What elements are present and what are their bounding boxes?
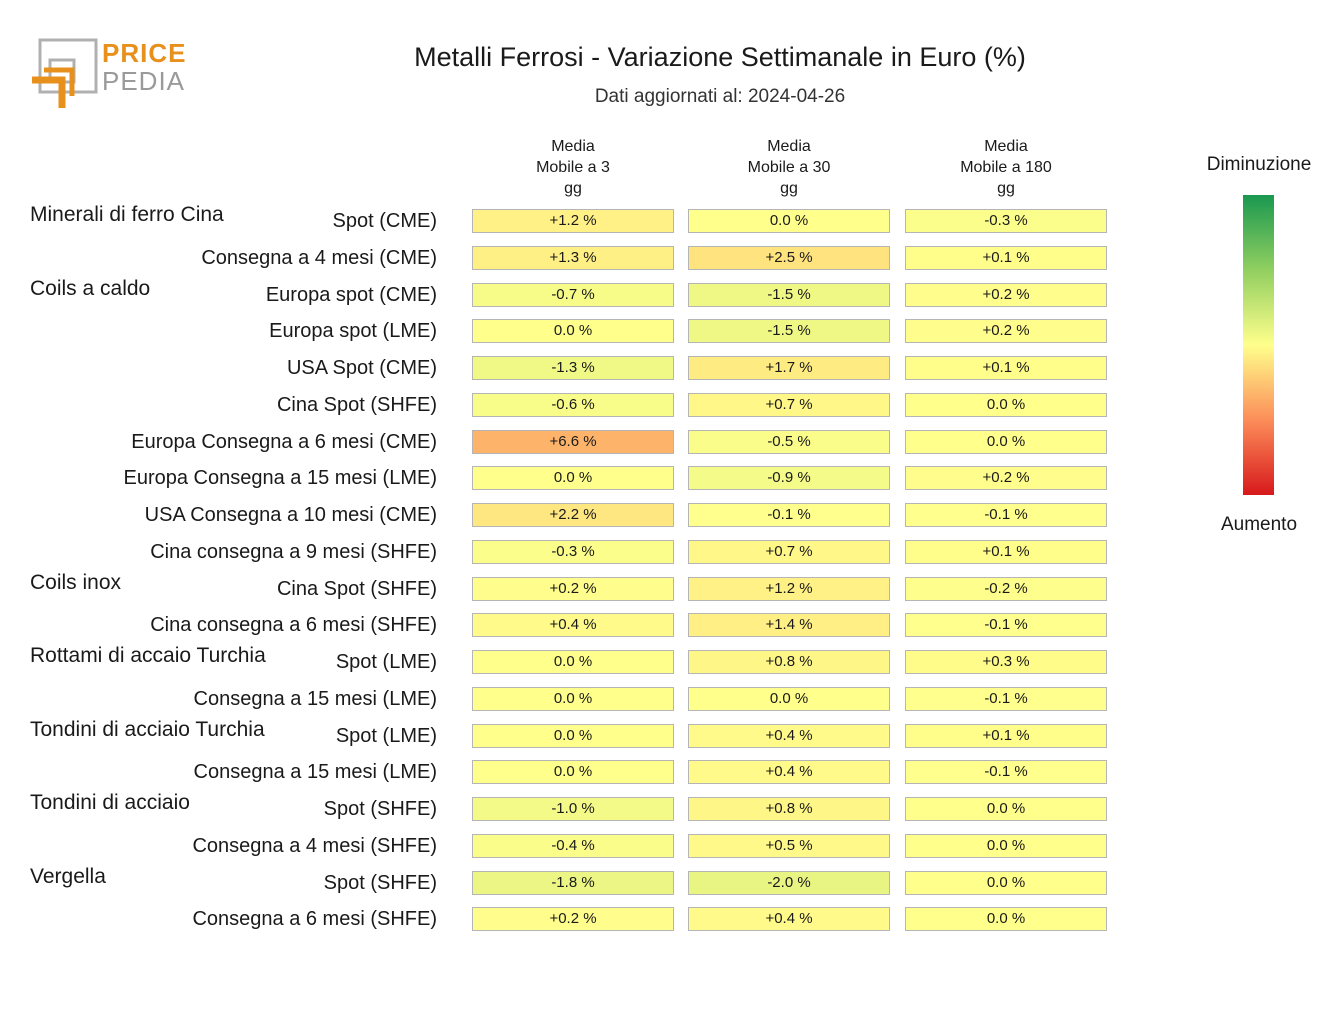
heatmap-cell: +1.2 % <box>472 209 674 233</box>
heatmap-cell: -0.4 % <box>472 833 674 858</box>
group-label: Tondini di acciaio <box>30 791 190 814</box>
heatmap-cell: -1.5 % <box>688 282 890 307</box>
heatmap-cell: +1.7 % <box>688 356 890 380</box>
heatmap-cell: +1.2 % <box>688 576 890 601</box>
heatmap-cell: +0.2 % <box>905 282 1107 307</box>
heatmap-cell: -1.3 % <box>472 356 674 380</box>
heatmap-cell: -0.1 % <box>688 503 890 527</box>
row-label: Consegna a 4 mesi (SHFE) <box>192 834 437 857</box>
heatmap-cell: +0.1 % <box>905 356 1107 380</box>
row-label: USA Consegna a 10 mesi (CME) <box>144 504 437 526</box>
row-label: Spot (LME) <box>335 651 437 673</box>
heatmap-cell: +6.6 % <box>472 429 674 454</box>
heatmap-cell: +0.4 % <box>688 760 890 785</box>
heatmap-cell: +0.2 % <box>905 466 1107 491</box>
heatmap-cell: -1.5 % <box>688 319 890 344</box>
group-label: Tondini di acciaio Turchia <box>30 717 265 741</box>
heatmap-cell: +0.3 % <box>905 650 1107 674</box>
row-label: Consegna a 4 mesi (CME) <box>201 246 437 269</box>
row-label: Cina Spot (SHFE) <box>276 577 437 600</box>
row-label: USA Spot (CME) <box>286 357 437 379</box>
legend-top-label: Diminuzione <box>1206 154 1312 175</box>
heatmap-cell: +1.4 % <box>688 613 890 638</box>
row-label: Consegna a 6 mesi (SHFE) <box>192 908 437 931</box>
heatmap-cell: +2.2 % <box>472 503 674 527</box>
row-label: Consegna a 15 mesi (LME) <box>193 761 437 784</box>
heatmap-cell: 0.0 % <box>472 686 674 711</box>
heatmap-cell: 0.0 % <box>472 319 674 344</box>
heatmap-cell: -0.3 % <box>905 209 1107 233</box>
heatmap-cell: +0.2 % <box>472 576 674 601</box>
heatmap-cell: 0.0 % <box>472 466 674 491</box>
logo-mark-icon <box>32 38 98 108</box>
heatmap-cell: +0.4 % <box>688 907 890 932</box>
logo-word-price: PRICE <box>102 38 187 68</box>
heatmap-cell: +0.4 % <box>688 723 890 748</box>
chart-title: Metalli Ferrosi - Variazione Settimanale… <box>414 42 1026 72</box>
heatmap-cell: -0.3 % <box>472 539 674 564</box>
heatmap-cell: -1.0 % <box>472 797 674 821</box>
group-label: Coils inox <box>30 570 122 594</box>
heatmap-cell: 0.0 % <box>472 723 674 748</box>
heatmap-cell: -0.1 % <box>905 613 1107 638</box>
heatmap-cell: -0.1 % <box>905 760 1107 785</box>
heatmap-cell: -0.2 % <box>905 576 1107 601</box>
row-label: Europa Consegna a 6 mesi (CME) <box>131 430 437 453</box>
row-label: Spot (SHFE) <box>323 871 437 894</box>
group-label: Minerali di ferro Cina <box>30 203 224 226</box>
row-label: Spot (CME) <box>332 210 437 232</box>
row-label: Spot (SHFE) <box>323 798 437 820</box>
heatmap-cell: 0.0 % <box>905 797 1107 821</box>
heatmap-cell: +0.7 % <box>688 539 890 564</box>
legend-color-bar <box>1243 195 1274 495</box>
heatmap-cell: +0.8 % <box>688 797 890 821</box>
heatmap-cell: -2.0 % <box>688 870 890 895</box>
heatmap-cell: 0.0 % <box>905 429 1107 454</box>
heatmap-cell: +0.2 % <box>472 907 674 932</box>
heatmap-cell: 0.0 % <box>688 209 890 233</box>
heatmap-cell: 0.0 % <box>905 392 1107 417</box>
row-label: Spot (LME) <box>335 724 437 747</box>
column-header: Media Mobile a 3 gg <box>536 138 610 197</box>
group-label: Rottami di accaio Turchia <box>30 644 266 667</box>
column-header: Media Mobile a 180 gg <box>960 138 1052 197</box>
heatmap-cell: +2.5 % <box>688 245 890 270</box>
heatmap-cell: +0.1 % <box>905 723 1107 748</box>
heatmap-cell: 0.0 % <box>905 833 1107 858</box>
heatmap-cell: 0.0 % <box>688 686 890 711</box>
column-header: Media Mobile a 30 gg <box>747 138 831 197</box>
legend-bottom-label: Aumento <box>1220 514 1298 535</box>
heatmap-cell: 0.0 % <box>905 870 1107 895</box>
group-label: Coils a caldo <box>30 276 151 300</box>
pricepedia-logo: PRICE PEDIA <box>28 36 188 110</box>
heatmap-cell: +0.5 % <box>688 833 890 858</box>
heatmap-cell: -0.5 % <box>688 429 890 454</box>
heatmap-cell: +0.1 % <box>905 539 1107 564</box>
heatmap-cell: -0.6 % <box>472 392 674 417</box>
row-label: Consegna a 15 mesi (LME) <box>193 687 437 710</box>
heatmap-cell: -0.1 % <box>905 686 1107 711</box>
row-label: Europa Consegna a 15 mesi (LME) <box>123 467 438 490</box>
row-label: Cina Spot (SHFE) <box>276 393 437 416</box>
row-label: Europa spot (CME) <box>265 283 437 306</box>
heatmap-cell: +0.7 % <box>688 392 890 417</box>
heatmap-cell: +0.1 % <box>905 245 1107 270</box>
heatmap-cell: +0.8 % <box>688 650 890 674</box>
logo-word-pedia: PEDIA <box>102 66 186 96</box>
heatmap-cell: 0.0 % <box>472 760 674 785</box>
heatmap-cell: 0.0 % <box>472 650 674 674</box>
group-label: Vergella <box>30 864 106 888</box>
chart-subtitle: Dati aggiornati al: 2024-04-26 <box>594 86 846 107</box>
heatmap-cell: -0.7 % <box>472 282 674 307</box>
row-label: Cina consegna a 6 mesi (SHFE) <box>150 614 437 637</box>
row-label: Cina consegna a 9 mesi (SHFE) <box>150 540 437 563</box>
heatmap-cell: +0.2 % <box>905 319 1107 344</box>
row-label: Europa spot (LME) <box>269 320 437 343</box>
heatmap-cell: -1.8 % <box>472 870 674 895</box>
heatmap-cell: 0.0 % <box>905 907 1107 932</box>
heatmap-cell: -0.9 % <box>688 466 890 491</box>
heatmap-cell: +1.3 % <box>472 245 674 270</box>
heatmap-cell: -0.1 % <box>905 503 1107 527</box>
heatmap-cell: +0.4 % <box>472 613 674 638</box>
